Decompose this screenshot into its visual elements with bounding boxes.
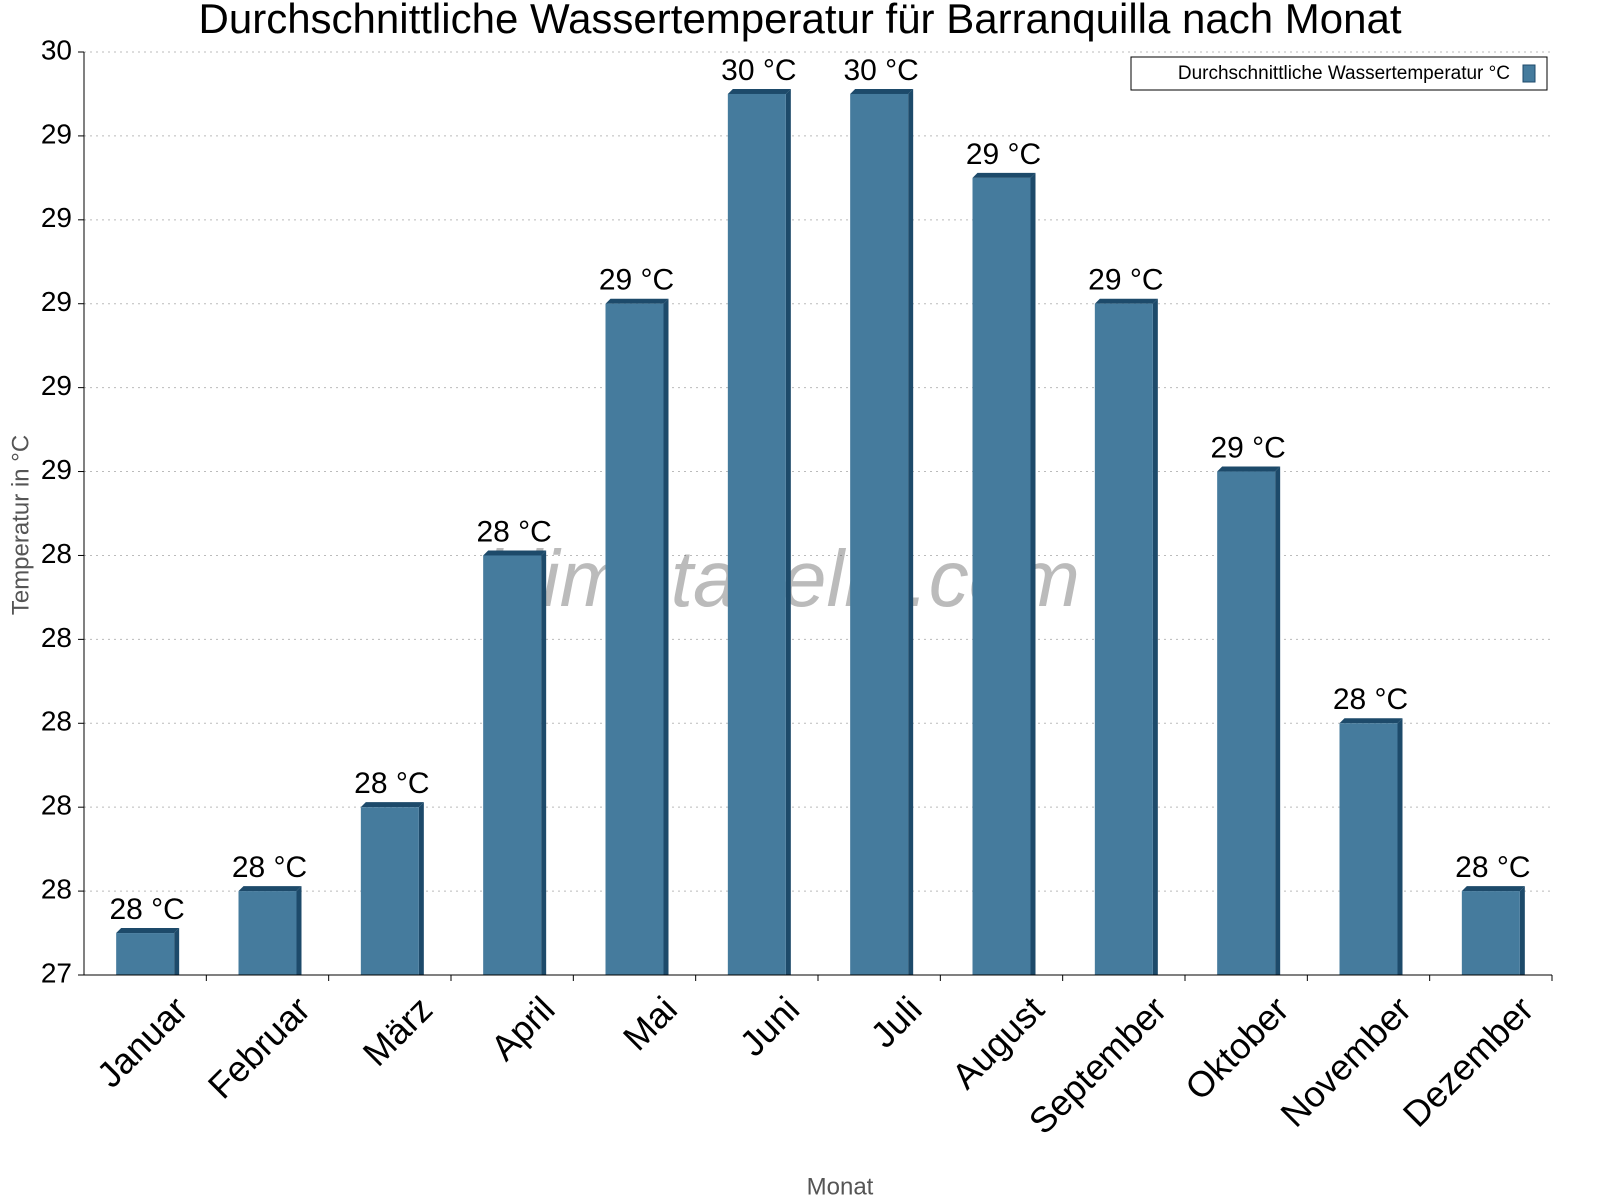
bar	[1461, 891, 1520, 975]
x-tick-label: Juli	[862, 988, 929, 1055]
bar-side	[296, 886, 302, 975]
bar	[238, 891, 297, 975]
bar-top	[483, 550, 547, 556]
bar-side	[541, 550, 547, 975]
data-label: 29 °C	[966, 138, 1041, 171]
data-label: 28 °C	[109, 893, 184, 926]
bar	[1217, 471, 1276, 975]
legend-label: Durchschnittliche Wassertemperatur °C	[1178, 63, 1510, 84]
x-tick-label: November	[1272, 988, 1418, 1134]
x-tick-label: Juni	[732, 988, 808, 1064]
bar-group	[1094, 298, 1158, 975]
bar-side	[1519, 886, 1525, 975]
data-label: 28 °C	[1455, 851, 1530, 884]
bar-group	[1217, 466, 1281, 975]
bar-side	[908, 88, 914, 976]
bar	[116, 933, 175, 975]
bar	[483, 555, 542, 975]
y-tick-label: 29	[41, 118, 72, 149]
bar	[972, 177, 1031, 975]
y-tick-label: 29	[41, 286, 72, 317]
y-tick-label: 30	[41, 34, 72, 65]
x-tick-label: Februar	[200, 988, 318, 1106]
bar	[1094, 303, 1153, 975]
y-tick-label: 29	[41, 370, 72, 401]
bar-top	[727, 88, 791, 94]
y-tick-label: 28	[41, 538, 72, 569]
data-label: 30 °C	[721, 54, 796, 87]
data-label: 28 °C	[476, 515, 551, 548]
bar-top	[1461, 886, 1525, 892]
bar-top	[116, 928, 180, 934]
bar-top	[238, 886, 302, 892]
bar-side	[663, 298, 669, 975]
bar-top	[605, 298, 669, 304]
bar-side	[1275, 466, 1281, 975]
bar-group	[1339, 718, 1403, 975]
x-tick-label: Januar	[89, 988, 196, 1095]
bar-side	[418, 802, 424, 975]
bar-top	[850, 88, 914, 94]
bar	[850, 93, 909, 976]
data-label: 28 °C	[232, 851, 307, 884]
bar-group	[1461, 886, 1525, 975]
bar-group	[483, 550, 547, 975]
x-tick-label: April	[483, 988, 563, 1068]
x-tick-label: August	[944, 988, 1052, 1096]
x-tick-label: Oktober	[1177, 988, 1297, 1108]
bar	[1339, 723, 1398, 975]
legend-box	[1130, 56, 1548, 91]
chart-title: Durchschnittliche Wassertemperatur für B…	[199, 0, 1402, 42]
bar	[605, 303, 664, 975]
bar-group	[238, 886, 302, 975]
data-label: 28 °C	[1333, 683, 1408, 716]
legend-swatch	[1522, 64, 1536, 83]
bar-side	[1397, 718, 1403, 975]
bar-group	[850, 88, 914, 976]
y-tick-label: 28	[41, 622, 72, 653]
x-tick-label: März	[355, 988, 441, 1074]
bar-side	[174, 928, 180, 975]
bar-group	[972, 172, 1036, 975]
data-label: 30 °C	[843, 54, 918, 87]
bar-group	[116, 928, 180, 975]
bar-top	[360, 802, 424, 808]
bar-group	[727, 88, 791, 976]
y-tick-label: 27	[41, 957, 72, 988]
bar-top	[1094, 298, 1158, 304]
bar-top	[1217, 466, 1281, 472]
bar-side	[1030, 172, 1036, 975]
y-tick-label: 29	[41, 202, 72, 233]
y-tick-label: 28	[41, 873, 72, 904]
bar-top	[1339, 718, 1403, 724]
data-label: 28 °C	[354, 767, 429, 800]
bar-side	[785, 88, 791, 976]
bar	[360, 807, 419, 975]
x-axis-title: Monat	[807, 1173, 874, 1200]
y-tick-label: 28	[41, 790, 72, 821]
data-label: 29 °C	[1088, 264, 1163, 297]
data-label: 29 °C	[599, 264, 674, 297]
data-label: 29 °C	[1210, 431, 1285, 464]
x-tick-label: Mai	[615, 988, 685, 1058]
x-tick-label: Dezember	[1395, 988, 1541, 1134]
y-axis-title: Temperatur in °C	[7, 435, 34, 615]
y-tick-label: 29	[41, 454, 72, 485]
bar-group	[605, 298, 669, 975]
y-tick-label: 28	[41, 706, 72, 737]
bar-group	[360, 802, 424, 975]
bar	[727, 93, 786, 976]
bar-side	[1152, 298, 1158, 975]
bar-top	[972, 172, 1036, 178]
